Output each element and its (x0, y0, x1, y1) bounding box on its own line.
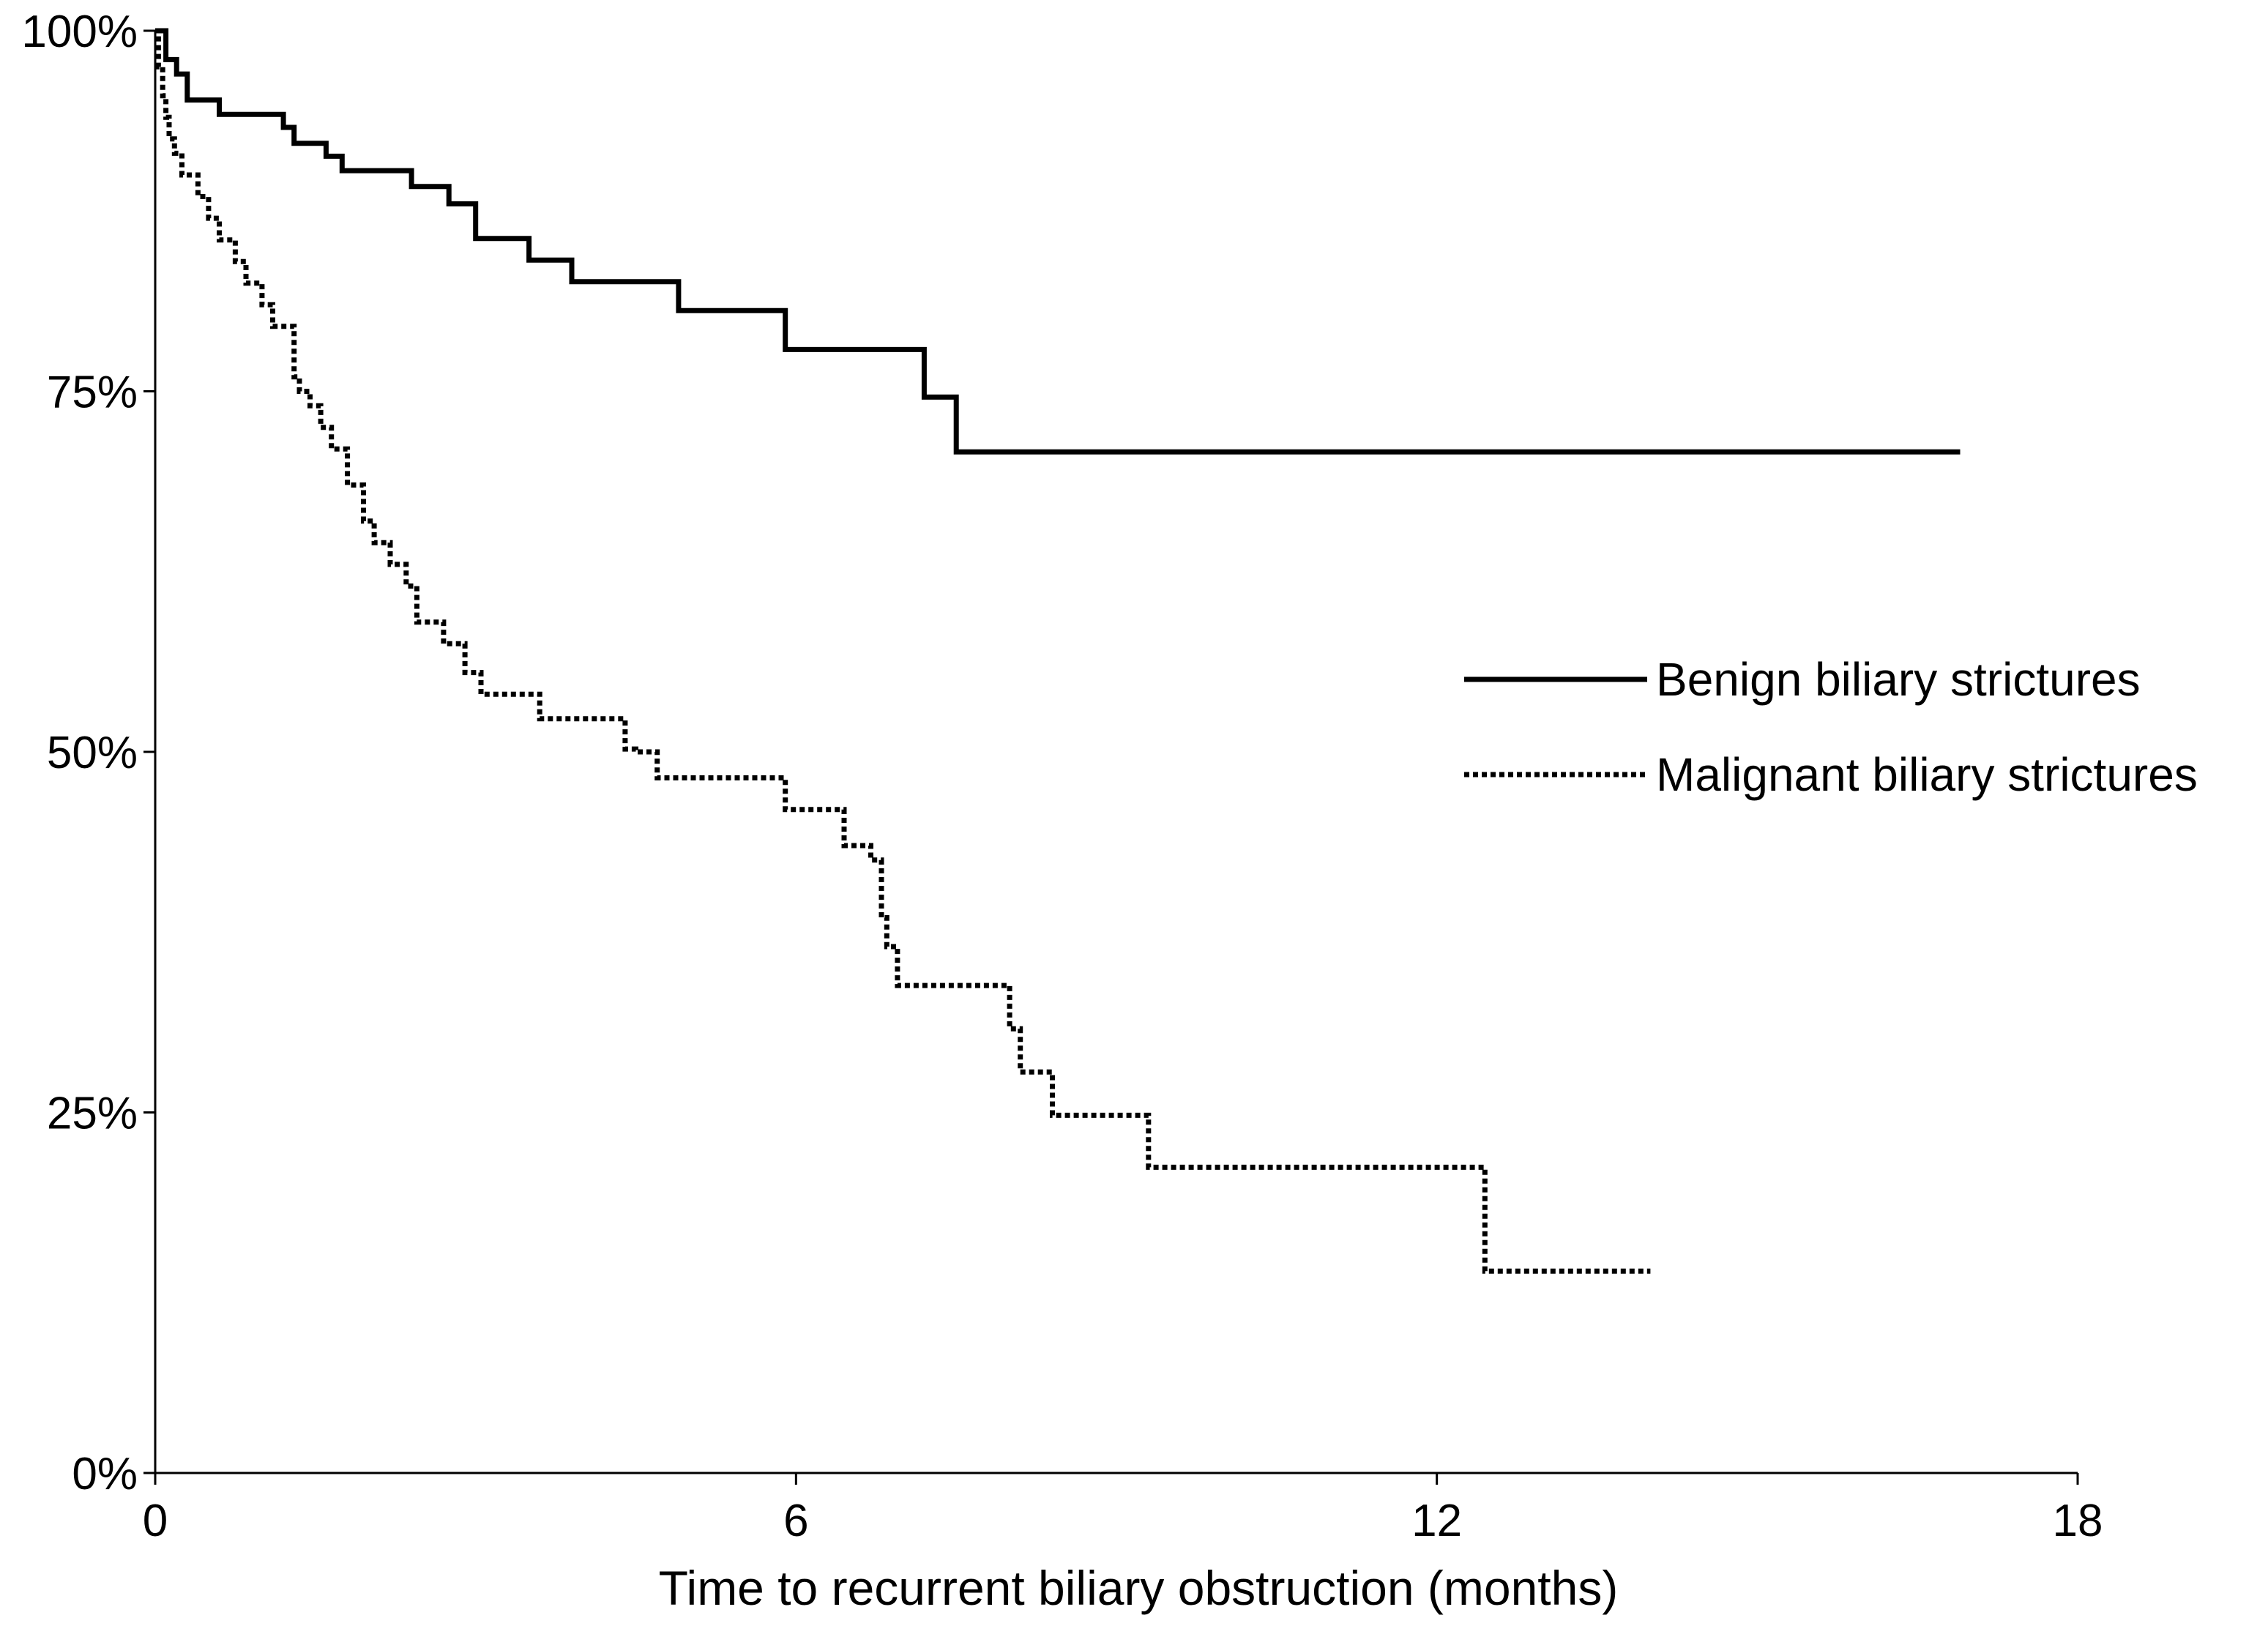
x-axis-label: Time to recurrent biliary obstruction (m… (659, 1561, 1619, 1615)
y-tick-label-100: 100% (21, 7, 138, 57)
x-tick-label-6: 6 (783, 1496, 808, 1546)
benign-curve (155, 28, 1961, 455)
legend-label-benign: Benign biliary strictures (1656, 653, 2141, 706)
x-axis-ticks: 0 6 12 18 (143, 1473, 2103, 1546)
y-tick-label-0: 0% (72, 1449, 138, 1499)
axes (154, 31, 2078, 1485)
x-tick-label-18: 18 (2053, 1496, 2103, 1546)
x-tick-label-0: 0 (143, 1496, 168, 1546)
legend: Benign biliary strictures Malignant bili… (1464, 653, 2198, 801)
plot-series (155, 28, 1961, 1274)
malignant-curve (155, 28, 1651, 1274)
x-tick-label-12: 12 (1411, 1496, 1462, 1546)
y-axis-ticks: 0% 25% 50% 75% 100% (21, 7, 155, 1499)
y-tick-label-75: 75% (47, 368, 138, 418)
y-tick-label-50: 50% (47, 728, 138, 778)
y-tick-label-25: 25% (47, 1089, 138, 1139)
legend-label-malignant: Malignant biliary strictures (1656, 748, 2198, 801)
